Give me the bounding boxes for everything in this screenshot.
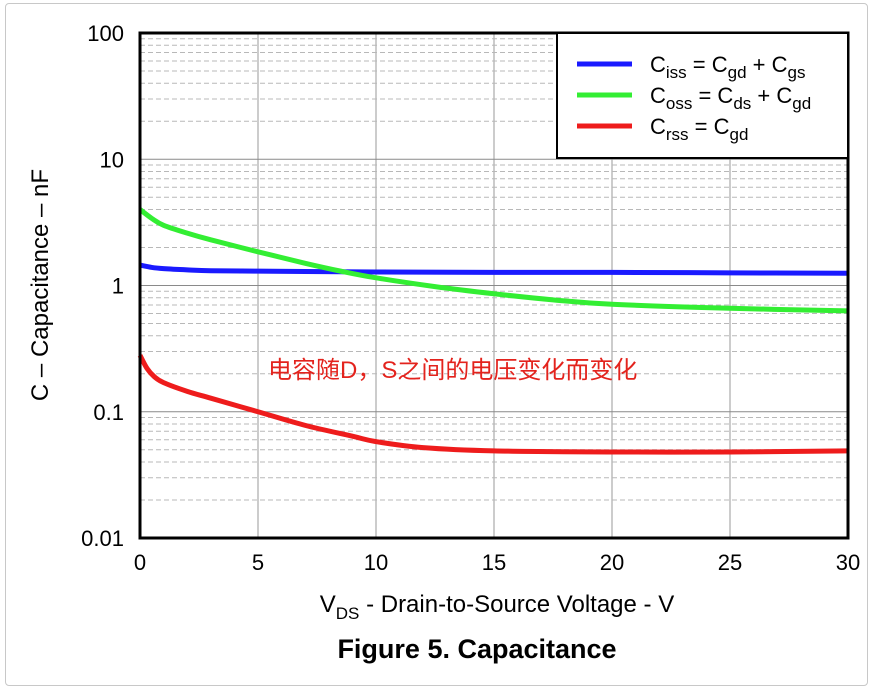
x-tick-label: 20: [600, 550, 624, 575]
y-tick-label: 10: [100, 147, 124, 172]
legend-label-rss: Crss = Cgd: [650, 114, 748, 144]
legend-text-part: + C: [747, 52, 788, 77]
legend-subscript: ds: [733, 94, 751, 113]
x-axis-label: VDS - Drain-to-Source Voltage - V: [320, 591, 674, 623]
y-tick-label: 0.01: [81, 526, 124, 551]
x-tick-label: 0: [134, 550, 146, 575]
legend-label-iss: Ciss = Cgd + Cgs: [650, 52, 806, 82]
x-axis-label-rest: - Drain-to-Source Voltage - V: [359, 591, 674, 618]
legend-text-part: = C: [687, 52, 728, 77]
legend-label-oss: Coss = Cds + Cgd: [650, 83, 811, 113]
x-axis-label-sub: DS: [336, 604, 360, 623]
figure-title: Figure 5. Capacitance: [337, 634, 616, 664]
legend-text-part: + C: [751, 83, 792, 108]
legend-subscript: rss: [666, 125, 689, 144]
x-tick-label: 25: [718, 550, 742, 575]
legend-subscript: gd: [730, 125, 749, 144]
legend-text-part: = C: [692, 83, 733, 108]
y-tick-label: 0.1: [93, 400, 124, 425]
x-axis-label-main: V: [320, 591, 336, 618]
x-tick-label: 10: [364, 550, 388, 575]
legend-subscript: iss: [666, 63, 687, 82]
series-line-oss: [138, 207, 849, 314]
plot-area-border: [138, 31, 850, 540]
legend-text-part: C: [650, 52, 666, 77]
x-tick-label: 30: [836, 550, 860, 575]
series-lines: [137, 207, 849, 455]
y-tick-label: 1: [112, 274, 124, 299]
y-tick-labels: 100 10 1 0.1 0.01: [81, 21, 124, 551]
series-line-iss: [139, 262, 849, 276]
legend-subscript: oss: [666, 94, 692, 113]
x-tick-labels: 0 5 10 15 20 25 30: [134, 550, 860, 575]
y-axis-label: C – Capacitance – nF: [27, 169, 54, 401]
legend-text-part: C: [650, 83, 666, 108]
legend-subscript: gd: [792, 94, 811, 113]
legend-text-part: = C: [689, 114, 730, 139]
figure-frame: [5, 3, 868, 686]
chart-annotation: 电容随D，S之间的电压变化而变化: [268, 357, 637, 384]
x-tick-label: 15: [482, 550, 506, 575]
legend-subscript: gs: [788, 63, 806, 82]
series-line-rss: [137, 354, 849, 455]
y-tick-label: 100: [87, 21, 124, 46]
legend-subscript: gd: [728, 63, 747, 82]
x-tick-label: 5: [252, 550, 264, 575]
legend-text-part: C: [650, 114, 666, 139]
